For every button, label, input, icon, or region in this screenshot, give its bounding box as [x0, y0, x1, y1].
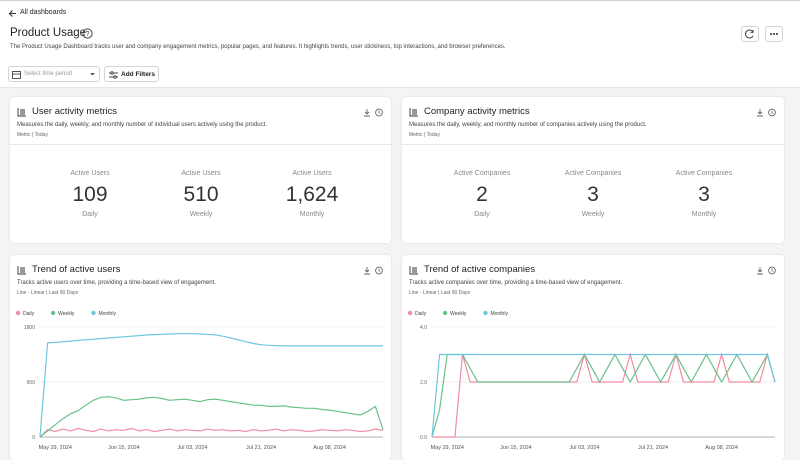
metric-period: Daily [474, 211, 490, 218]
legend-label: Daily [23, 311, 35, 317]
series-line [431, 352, 776, 438]
x-tick-label: Jul 21, 2024 [638, 445, 668, 451]
x-tick-label: Jul 21, 2024 [246, 445, 276, 451]
metric-period: Daily [82, 211, 98, 218]
card-actions[interactable] [363, 266, 385, 275]
legend-label: Weekly [58, 311, 75, 317]
x-tick-label: Aug 08, 2024 [313, 445, 346, 451]
metric-period: Monthly [299, 211, 325, 218]
card-meta: Line - Linear | Last 90 Days [409, 290, 471, 296]
card-meta: Metric | Today [17, 132, 48, 138]
card-description: Tracks active companies over time, provi… [409, 280, 623, 286]
y-tick-label: 0.0 [420, 435, 427, 441]
metric-label: Active Users [70, 170, 110, 177]
metric-label: Active Users [292, 170, 332, 177]
x-tick-label: Jul 03, 2024 [177, 445, 207, 451]
y-tick-label: 900 [27, 380, 36, 386]
x-tick-label: May 29, 2024 [39, 445, 72, 451]
metric-period: Monthly [691, 211, 717, 218]
metric-value: 3 [698, 183, 710, 206]
metric-label: Active Companies [453, 170, 511, 177]
page-title: Product Usage [10, 27, 87, 39]
divider [402, 144, 784, 145]
y-tick-label: 2.0 [420, 380, 427, 386]
card-description: Tracks active users over time, providing… [17, 280, 216, 286]
legend-label: Monthly [490, 311, 508, 317]
x-tick-label: Jun 15, 2024 [500, 445, 532, 451]
legend-swatch [407, 310, 413, 316]
legend-swatch [442, 310, 448, 316]
time-period-select[interactable]: Select time period [8, 66, 100, 82]
series-line [39, 396, 384, 438]
line-chart: 0.0 2.0 4.0 May 29, 2024 Jun 15, 2024 Jul 03,… [407, 310, 776, 451]
series-line [432, 352, 776, 438]
y-tick-label: 4.0 [420, 325, 427, 331]
metric-card: User activity metrics Measures the daily,… [10, 97, 391, 243]
y-tick-label: 0 [32, 435, 35, 441]
header: All dashboards Product Usage ? The Produ… [0, 0, 800, 88]
metric-label: Active Companies [675, 170, 733, 177]
chart-icon [409, 108, 418, 117]
metric-value: 109 [72, 183, 108, 206]
card-description: Measures the daily, weekly, and monthly … [409, 122, 647, 128]
metric-value: 3 [587, 183, 599, 206]
legend-swatch [483, 310, 488, 316]
series-line [39, 427, 384, 438]
chart-card: Trend of active users Tracks active users… [10, 255, 391, 460]
card-title: Company activity metrics [424, 106, 530, 117]
back-link[interactable]: All dashboards [20, 9, 67, 16]
metric-period: Weekly [581, 211, 605, 218]
metric-card: Company activity metrics Measures the dai… [402, 97, 784, 243]
legend-swatch [15, 310, 21, 316]
back-icon[interactable] [8, 9, 17, 18]
card-meta: Metric | Today [409, 132, 440, 138]
chart-icon [409, 266, 418, 275]
divider [10, 144, 391, 145]
time-period-placeholder: Select time period [24, 70, 73, 77]
page-description: The Product Usage Dashboard tracks user … [10, 44, 506, 50]
card-actions[interactable] [756, 266, 778, 275]
y-tick-label: 1800 [24, 325, 35, 331]
metric-label: Active Users [181, 170, 221, 177]
series-line [431, 353, 776, 438]
legend-swatch [91, 310, 96, 316]
card-meta: Line - Linear | Last 90 Days [17, 290, 79, 296]
line-chart: 0 900 1800 May 29, 2024 Jun 15, 2024 Jul 03, … [15, 310, 384, 451]
card-actions[interactable] [756, 108, 778, 117]
x-tick-label: Jul 03, 2024 [569, 445, 599, 451]
legend-label: Weekly [450, 311, 467, 317]
add-filters-label: Add Filters [121, 70, 155, 78]
metric-period: Weekly [189, 211, 213, 218]
card-description: Measures the daily, weekly, and monthly … [17, 122, 267, 128]
metric-value: 2 [476, 183, 488, 206]
metric-value: 1,624 [285, 183, 339, 206]
svg-text:?: ? [86, 31, 90, 38]
x-tick-label: May 29, 2024 [431, 445, 464, 451]
card-title: User activity metrics [32, 106, 117, 117]
chart-card: Trend of active companies Tracks active c… [402, 255, 784, 460]
x-tick-label: Jun 15, 2024 [108, 445, 140, 451]
add-filters-button[interactable]: Add Filters [104, 66, 159, 82]
chart-icon [17, 108, 26, 117]
chart-icon [17, 266, 26, 275]
refresh-button[interactable] [741, 26, 759, 42]
card-title: Trend of active companies [424, 264, 536, 275]
legend-label: Monthly [98, 311, 116, 317]
card-actions[interactable] [363, 108, 385, 117]
legend-label: Daily [415, 311, 427, 317]
more-button[interactable] [765, 26, 783, 42]
metric-value: 510 [183, 183, 219, 206]
series-line [39, 333, 383, 438]
card-title: Trend of active users [32, 264, 121, 275]
x-tick-label: Aug 08, 2024 [705, 445, 738, 451]
legend-swatch [50, 310, 56, 316]
metric-label: Active Companies [564, 170, 622, 177]
help-icon[interactable]: ? [82, 28, 93, 39]
